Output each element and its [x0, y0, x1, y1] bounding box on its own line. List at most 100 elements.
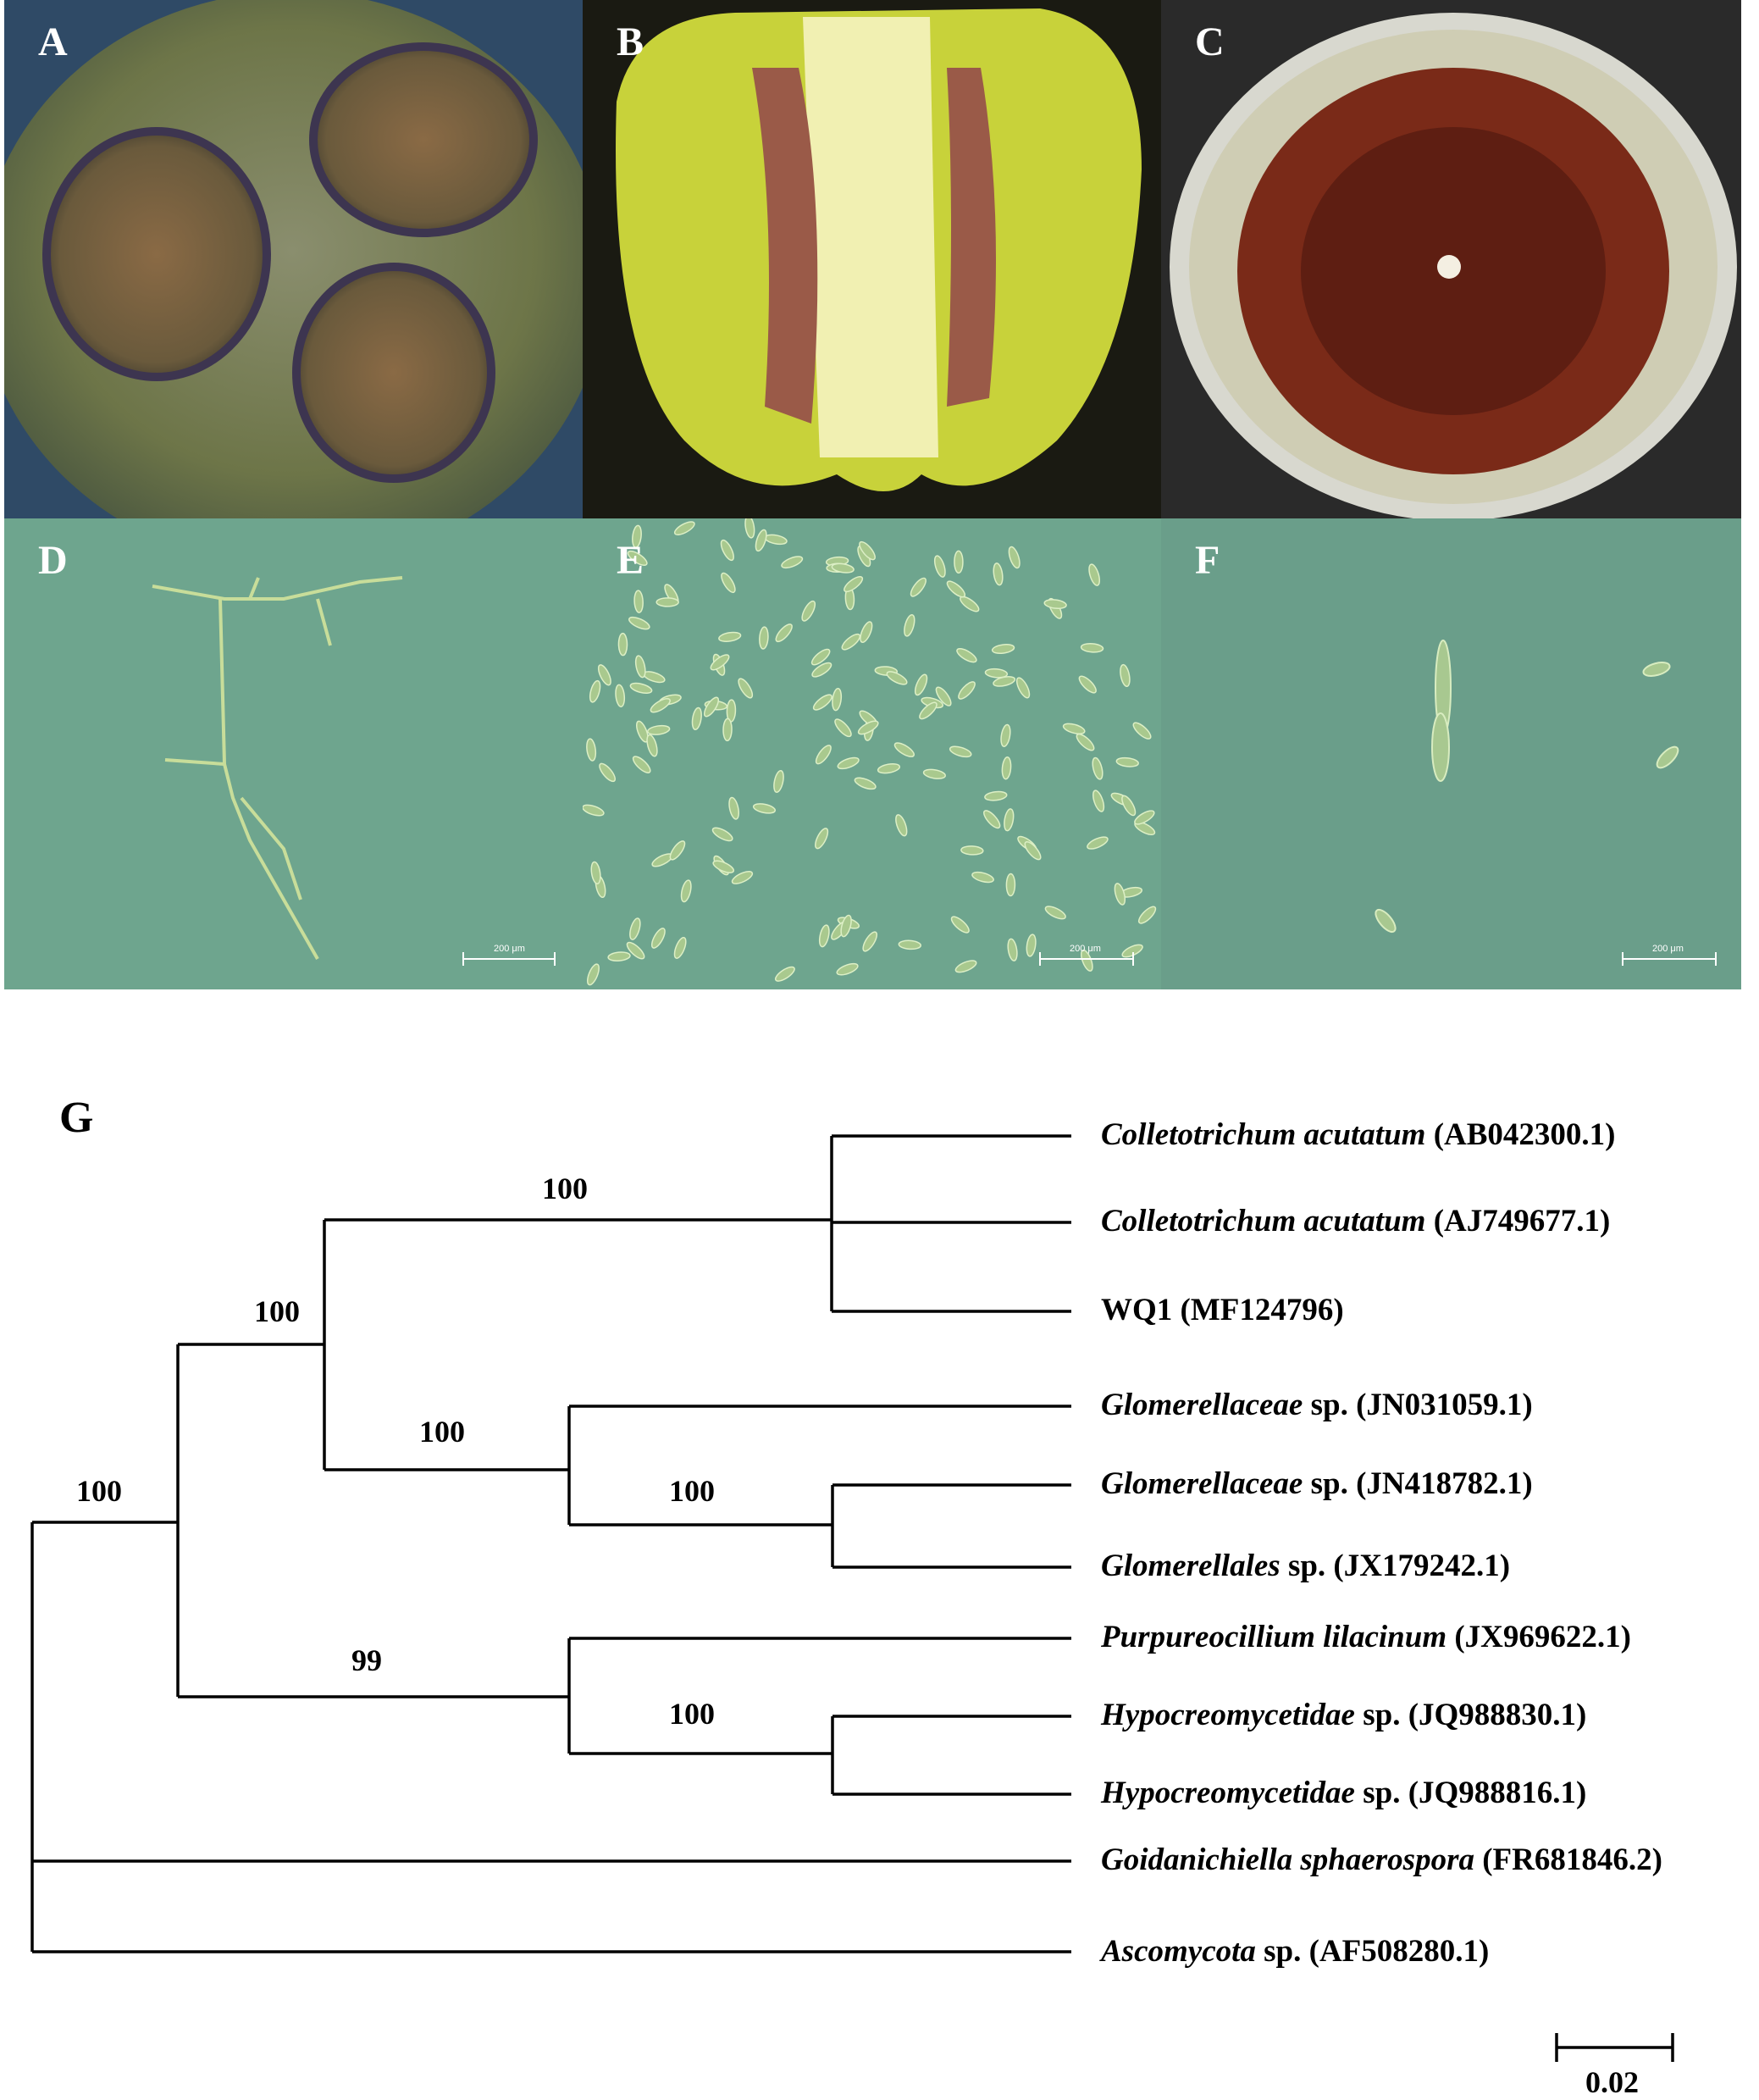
- conidium: [815, 828, 829, 850]
- conidium: [949, 745, 972, 758]
- taxon-genus: Glomerellales: [1101, 1549, 1281, 1583]
- panel-f-micrograph: 200 μm F: [1161, 518, 1741, 989]
- taxon-label: Hypocreomycetidae sp. (JQ988816.1): [1101, 1777, 1586, 1809]
- conidium: [1121, 944, 1143, 958]
- conidium: [946, 580, 966, 598]
- conidium: [922, 768, 947, 779]
- conidium: [633, 590, 644, 613]
- conidium: [841, 633, 861, 651]
- taxon-label: Glomerellales sp. (JX179242.1): [1101, 1550, 1510, 1582]
- conidium: [629, 682, 653, 695]
- taxon-genus: Hypocreomycetidae: [1101, 1698, 1355, 1732]
- taxon-accession: (AJ749677.1): [1425, 1204, 1611, 1238]
- taxon-label: Goidanichiella sphaerospora (FR681846.2): [1101, 1844, 1662, 1876]
- conidium: [1000, 723, 1011, 747]
- taxon-accession: sp. (JX179242.1): [1280, 1549, 1511, 1583]
- conidium: [680, 879, 692, 903]
- conidium: [669, 840, 686, 861]
- bootstrap-value: 100: [669, 1474, 715, 1508]
- germinating-conidium-image: [1375, 640, 1717, 966]
- conidium: [590, 861, 601, 885]
- conidium: [904, 613, 915, 637]
- panel-b-photo: B: [583, 0, 1161, 518]
- culture-plate-image: [1161, 0, 1741, 518]
- conidium: [933, 555, 946, 578]
- conidium: [586, 963, 600, 986]
- conidium: [597, 664, 611, 686]
- conidium: [993, 676, 1016, 687]
- conidium: [673, 936, 687, 959]
- conidium: [1015, 677, 1031, 699]
- fruit-lesions-image: [4, 0, 583, 518]
- conidium: [673, 521, 695, 535]
- taxon-genus: Glomerellaceae: [1101, 1466, 1303, 1501]
- conidium: [647, 724, 671, 735]
- conidium: [655, 597, 679, 607]
- taxon-label: Colletotrichum acutatum (AJ749677.1): [1101, 1205, 1610, 1237]
- panel-label-b: B: [617, 19, 644, 64]
- conidium: [744, 518, 755, 539]
- conidium: [722, 718, 733, 742]
- conidium: [836, 962, 859, 976]
- conidium: [860, 621, 873, 644]
- conidium: [752, 803, 776, 814]
- bootstrap-value: 99: [351, 1643, 382, 1677]
- conidium: [643, 671, 666, 684]
- bootstrap-value: 100: [254, 1294, 300, 1328]
- conidium: [755, 529, 767, 552]
- conidium: [589, 679, 601, 703]
- conidium: [1137, 906, 1157, 924]
- conidium: [801, 600, 816, 622]
- conidium: [1088, 563, 1101, 586]
- conidium: [960, 596, 980, 612]
- tree-scale-label: 0.02: [1585, 2065, 1639, 2099]
- scale-bar-f-label: 200 μm: [1652, 944, 1684, 954]
- taxon-accession: (JX969622.1): [1446, 1620, 1631, 1654]
- hyphae-image: [152, 576, 556, 966]
- conidium: [1062, 723, 1086, 734]
- taxon-label: Glomerellaceae sp. (JN031059.1): [1101, 1389, 1533, 1421]
- taxon-genus: Hypocreomycetidae: [1101, 1776, 1355, 1810]
- conidium: [818, 924, 830, 948]
- conidium: [646, 734, 658, 757]
- taxon-label: Ascomycota sp. (AF508280.1): [1101, 1936, 1489, 1967]
- scale-bar-d-label: 200 μm: [494, 944, 525, 954]
- conidium: [627, 550, 648, 566]
- conidium: [1092, 756, 1104, 780]
- conidium: [711, 827, 733, 842]
- panel-label-d: D: [38, 538, 68, 583]
- conidium: [960, 845, 984, 856]
- conidium: [632, 756, 651, 773]
- conidium: [626, 941, 645, 960]
- conidium: [1076, 733, 1095, 751]
- conidium: [617, 632, 628, 657]
- conidium: [950, 916, 970, 934]
- conidium: [773, 769, 784, 793]
- conidium: [586, 738, 597, 762]
- conidium: [1007, 938, 1018, 961]
- conidium: [815, 745, 832, 765]
- taxon-accession: sp. (JQ988830.1): [1354, 1698, 1587, 1732]
- conidium: [1115, 756, 1139, 767]
- bootstrap-value: 100: [542, 1172, 588, 1205]
- conidium: [703, 696, 720, 718]
- conidium: [583, 804, 605, 817]
- conidium: [895, 814, 908, 837]
- conidium: [958, 681, 976, 700]
- conidium: [759, 626, 769, 650]
- conidia-image: [583, 518, 1157, 986]
- conidium: [1132, 722, 1152, 740]
- conidium: [1044, 906, 1066, 920]
- taxon-accession: sp. (JN031059.1): [1303, 1388, 1533, 1422]
- conidium: [991, 644, 1015, 655]
- taxon-accession: (FR681846.2): [1474, 1842, 1662, 1877]
- conidium: [983, 810, 1001, 829]
- conidium: [774, 966, 795, 982]
- taxon-accession: (AB042300.1): [1425, 1117, 1616, 1152]
- conidium: [731, 871, 754, 884]
- conidium: [628, 616, 650, 630]
- conidium: [1134, 810, 1155, 825]
- taxon-accession: WQ1 (MF124796): [1101, 1293, 1344, 1327]
- panel-label-c: C: [1195, 19, 1225, 64]
- panel-label-e: E: [617, 538, 644, 583]
